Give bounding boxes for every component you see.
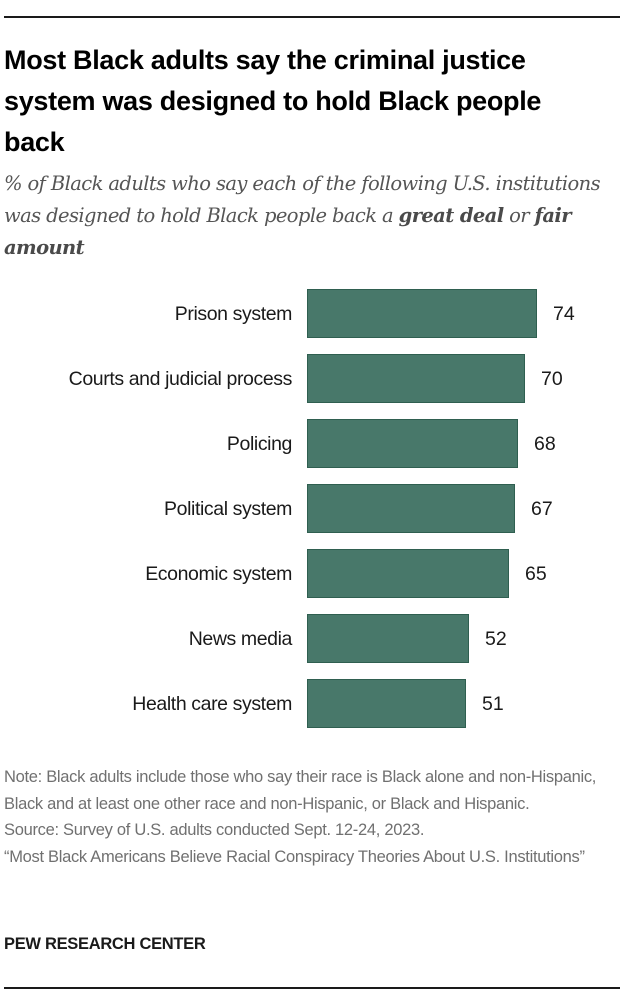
bar [307, 484, 515, 533]
bar-row-policing: Policing 68 [0, 419, 620, 469]
bar-row-news-media: News media 52 [0, 614, 620, 664]
bar-row-health-care: Health care system 51 [0, 679, 620, 729]
bar-label: Prison system [174, 302, 293, 325]
chart-title: Most Black adults say the criminal justi… [4, 45, 542, 157]
top-rule [4, 16, 620, 18]
bar [307, 614, 469, 663]
bar-row-economic-system: Economic system 65 [0, 549, 620, 599]
bar-value: 70 [541, 367, 563, 390]
report-title: “Most Black Americans Believe Racial Con… [4, 847, 585, 866]
bar-value: 65 [525, 562, 547, 585]
bar-chart: Prison system 74 Courts and judicial pro… [0, 289, 620, 729]
bar-row-courts: Courts and judicial process 70 [0, 354, 620, 404]
bar-value: 51 [482, 692, 504, 715]
subtitle-bold-fair-amount: fair amount [4, 204, 571, 259]
source-text: Source: Survey of U.S. adults conducted … [4, 821, 425, 839]
bar-value: 52 [485, 627, 507, 650]
chart-subtitle: % of Black adults who say each of the fo… [4, 168, 614, 264]
bar-value: 67 [531, 497, 553, 520]
bar [307, 289, 537, 338]
bar-label: Policing [226, 432, 292, 455]
subtitle-bold-great-deal: great deal [398, 204, 504, 227]
bar-label: Economic system [145, 562, 292, 585]
subtitle-or: or [503, 204, 535, 227]
bar [307, 679, 466, 728]
footnotes: Note: Black adults include those who say… [4, 764, 614, 870]
note-text: Note: Black adults include those who say… [4, 768, 597, 813]
bar [307, 419, 518, 468]
subtitle-lead: % of Black adults who say each of the fo… [4, 172, 601, 227]
bar-value: 68 [534, 432, 556, 455]
bottom-rule [4, 987, 620, 989]
pew-logo-text: PEW RESEARCH CENTER [4, 935, 206, 953]
bar-row-political-system: Political system 67 [0, 484, 620, 534]
bar-label: Health care system [132, 692, 292, 715]
bar [307, 549, 509, 598]
bar [307, 354, 525, 403]
bar-label: Political system [164, 497, 292, 520]
bar-label: Courts and judicial process [68, 367, 293, 390]
bar-label: News media [188, 627, 293, 650]
bar-value: 74 [553, 302, 575, 325]
bar-row-prison-system: Prison system 74 [0, 289, 620, 339]
